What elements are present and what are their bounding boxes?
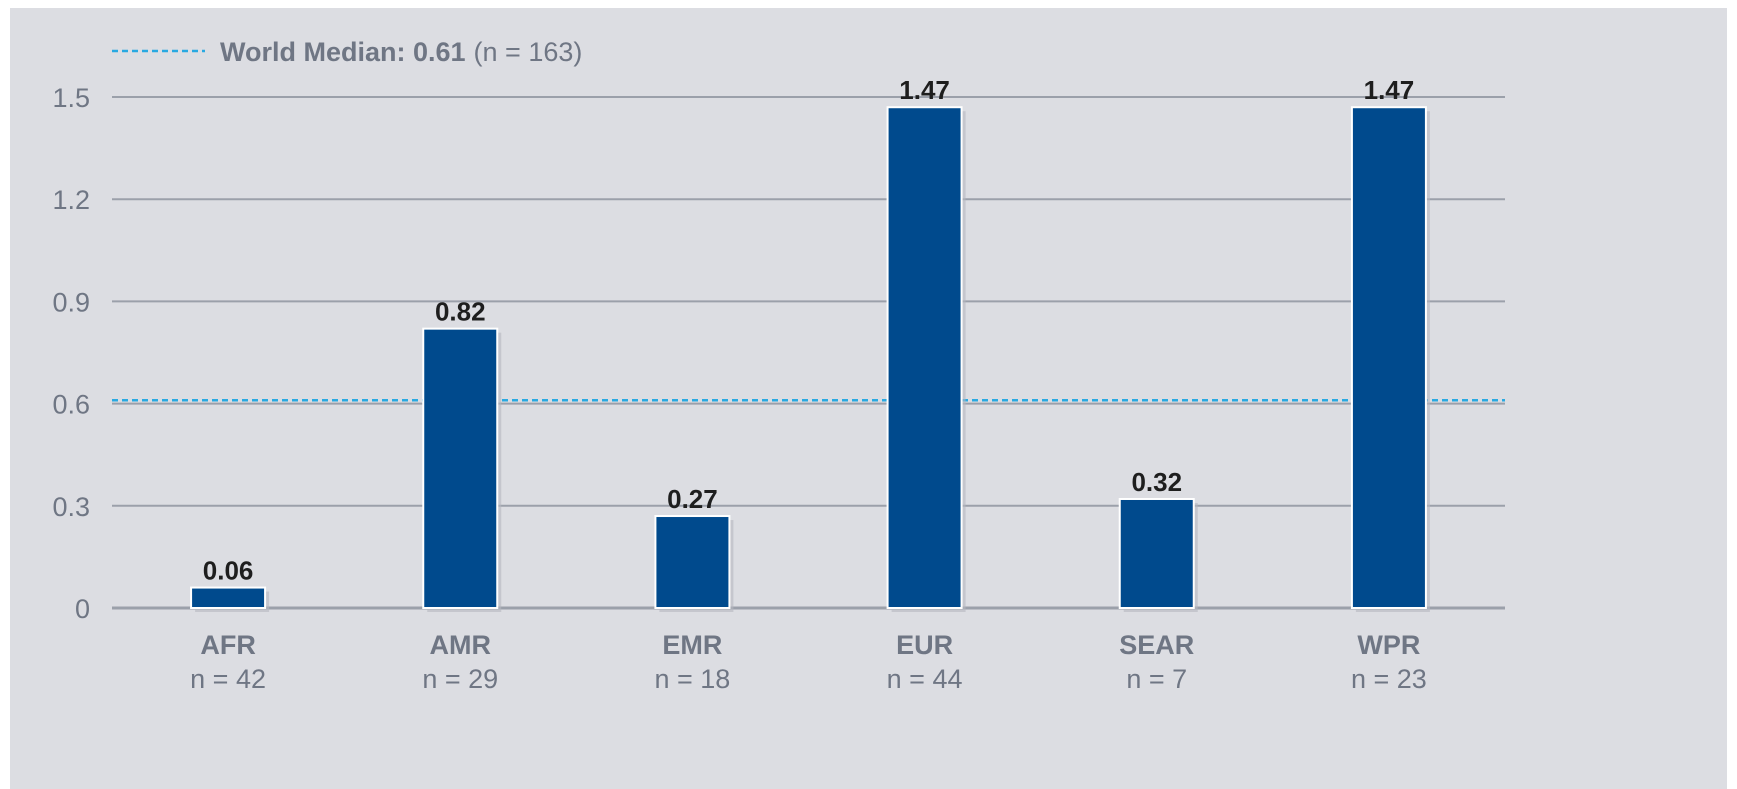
bar-emr xyxy=(654,515,731,609)
bar-eur xyxy=(886,106,963,609)
x-category-label: SEAR xyxy=(1119,630,1194,660)
gridlines xyxy=(112,96,1505,610)
x-category-label: EUR xyxy=(896,630,953,660)
value-label: 0.82 xyxy=(435,297,486,327)
value-label: 0.06 xyxy=(203,556,254,586)
x-category-label: WPR xyxy=(1357,630,1420,660)
value-label: 1.47 xyxy=(899,75,950,105)
legend: World Median: 0.61 (n = 163) xyxy=(112,37,582,67)
x-count-label: n = 42 xyxy=(190,664,266,694)
y-tick-label: 1.5 xyxy=(52,83,90,113)
x-category-label: EMR xyxy=(662,630,722,660)
y-tick-label: 1.2 xyxy=(52,185,90,215)
x-count-label: n = 23 xyxy=(1351,664,1427,694)
x-count-label: n = 7 xyxy=(1126,664,1187,694)
x-category-label: AFR xyxy=(200,630,256,660)
value-label: 0.27 xyxy=(667,484,718,514)
bar-sear xyxy=(1118,497,1195,609)
legend-count: (n = 163) xyxy=(474,37,583,67)
bars xyxy=(190,106,1430,612)
x-count-label: n = 44 xyxy=(887,664,963,694)
bar-chart: 0 0.3 0.6 0.9 1.2 1.5 0.06 AFR n = 42 0.82 AMR n = … xyxy=(52,37,1505,694)
value-label: 1.47 xyxy=(1364,75,1415,105)
value-label: 0.32 xyxy=(1131,467,1182,497)
bar-afr xyxy=(190,586,267,609)
y-tick-label: 0 xyxy=(75,594,90,624)
bar-wpr xyxy=(1350,106,1427,609)
bar-amr xyxy=(422,327,499,609)
legend-label: World Median: 0.61 xyxy=(220,37,466,67)
y-tick-label: 0.9 xyxy=(52,287,90,317)
y-tick-label: 0.3 xyxy=(52,492,90,522)
y-tick-label: 0.6 xyxy=(52,390,90,420)
labels: 0 0.3 0.6 0.9 1.2 1.5 0.06 AFR n = 42 0.82 AMR n = … xyxy=(52,75,1426,694)
x-category-label: AMR xyxy=(430,630,492,660)
x-count-label: n = 29 xyxy=(422,664,498,694)
chart-panel: 0 0.3 0.6 0.9 1.2 1.5 0.06 AFR n = 42 0.82 AMR n = … xyxy=(10,8,1727,789)
x-count-label: n = 18 xyxy=(655,664,731,694)
svg-text:World Median: 0.61(n = 163): World Median: 0.61 (n = 163) xyxy=(220,37,582,67)
